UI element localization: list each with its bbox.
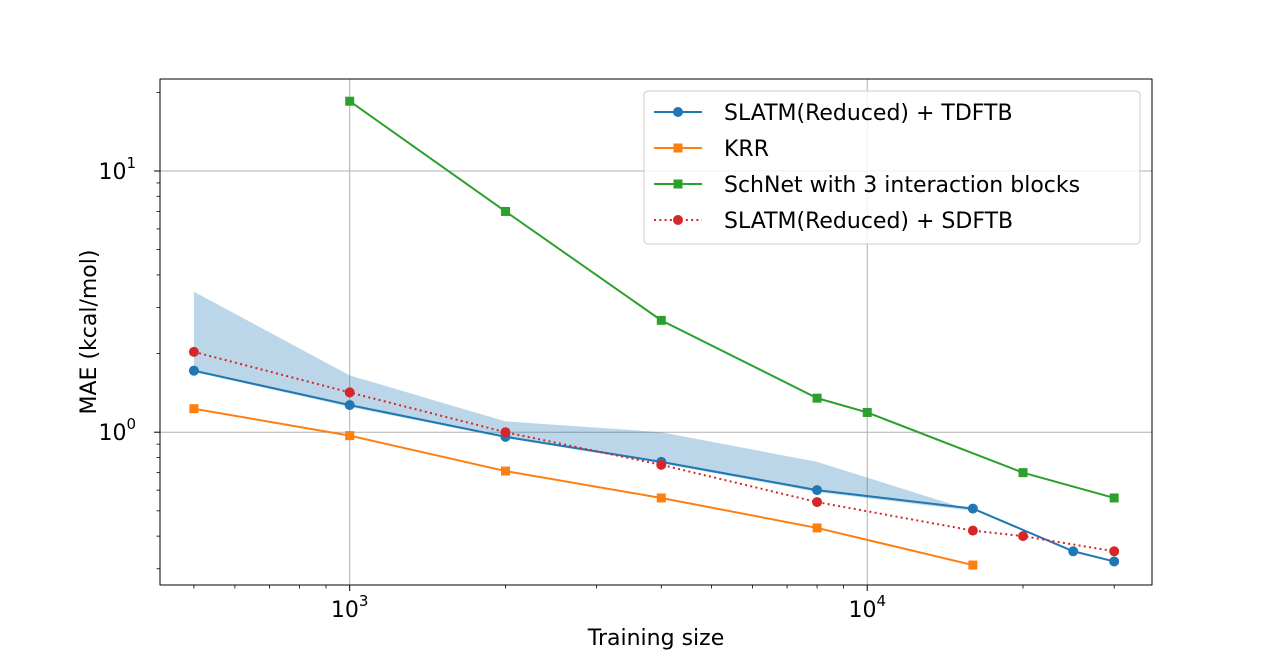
- y-axis-label: MAE (kcal/mol): [77, 250, 102, 415]
- data-point: [656, 493, 666, 503]
- data-point: [968, 560, 978, 570]
- series-slatm-reduced-sdftb: [188, 346, 1120, 557]
- data-point: [1018, 531, 1029, 542]
- series-schnet-with-3-interaction-blocks: [345, 96, 1119, 503]
- data-point: [1109, 556, 1120, 567]
- series-line: [193, 369, 1115, 563]
- data-point: [656, 315, 666, 325]
- data-point: [1068, 546, 1079, 557]
- data-point: [189, 404, 199, 414]
- data-point: [500, 427, 511, 438]
- data-point: [967, 525, 978, 536]
- data-point: [812, 393, 822, 403]
- data-point: [656, 459, 667, 470]
- series-krr: [189, 404, 978, 570]
- data-point: [1109, 546, 1120, 557]
- data-point: [1018, 468, 1028, 478]
- legend-marker: [673, 143, 683, 153]
- legend-label: SchNet with 3 interaction blocks: [724, 173, 1080, 198]
- data-point: [500, 206, 510, 216]
- x-tick-label-exponent: 4: [876, 592, 886, 610]
- plot-frame: [159, 78, 1153, 586]
- legend-item-schnet-with-3-interaction-blocks: SchNet with 3 interaction blocks: [654, 173, 1080, 198]
- data-point: [188, 365, 199, 376]
- legend-label: SLATM(Reduced) + TDFTB: [724, 101, 1013, 126]
- data-point: [812, 523, 822, 533]
- data-point: [345, 96, 355, 106]
- data-point: [500, 466, 510, 476]
- x-axis-label: Training size: [587, 626, 724, 651]
- series-line: [193, 407, 974, 567]
- data-point: [812, 497, 823, 508]
- legend-label: KRR: [724, 137, 769, 162]
- data-point: [344, 387, 355, 398]
- confidence-band-area: [193, 291, 973, 511]
- y-tick-label-exponent: 1: [126, 154, 136, 172]
- data-point: [967, 503, 978, 514]
- legend-item-slatm-reduced-sdftb: SLATM(Reduced) + SDFTB: [654, 209, 1013, 234]
- legend-item-krr: KRR: [654, 137, 769, 162]
- legend-item-slatm-reduced-tdftb: SLATM(Reduced) + TDFTB: [654, 101, 1013, 126]
- y-tick-label: 100: [98, 415, 136, 446]
- series-group: [188, 96, 1120, 570]
- legend: SLATM(Reduced) + TDFTB KRR SchNet with 3 i…: [643, 90, 1141, 245]
- confidence-band: [193, 291, 973, 511]
- data-point: [345, 431, 355, 441]
- legend-marker: [673, 107, 683, 117]
- data-point: [862, 407, 872, 417]
- data-point: [812, 485, 823, 496]
- data-point: [1109, 493, 1119, 503]
- legend-label: SLATM(Reduced) + SDFTB: [724, 209, 1013, 234]
- data-point: [188, 346, 199, 357]
- legend-marker: [673, 179, 683, 189]
- x-tick-label-exponent: 3: [359, 592, 369, 610]
- legend-box: [643, 90, 1141, 245]
- data-point: [344, 400, 355, 411]
- legend-marker: [673, 215, 683, 225]
- y-tick-label-exponent: 0: [126, 415, 136, 433]
